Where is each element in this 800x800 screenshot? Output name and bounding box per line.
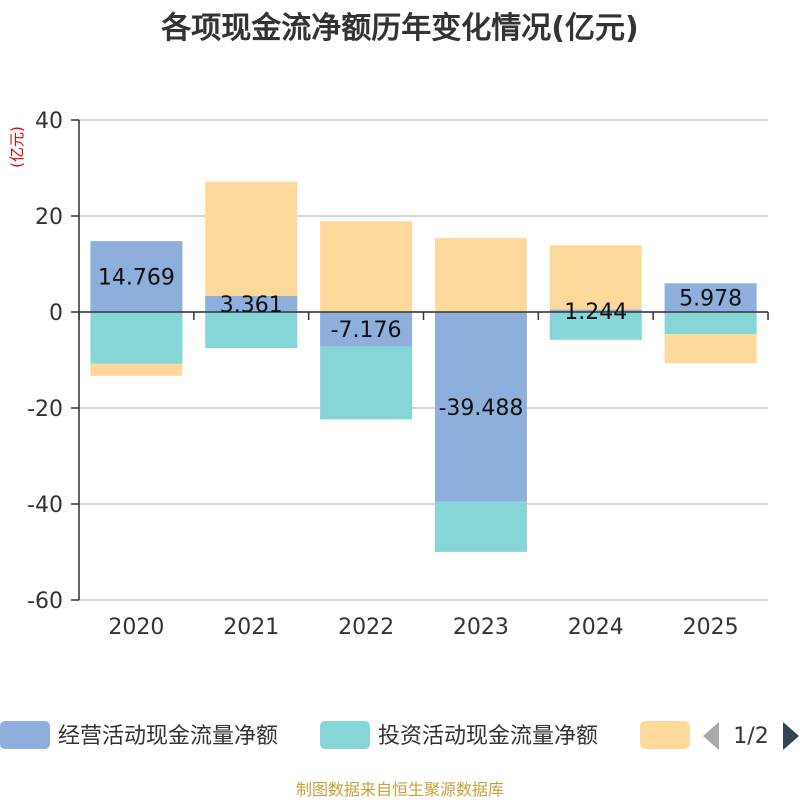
legend-pager: 1/2 — [703, 722, 799, 750]
bars — [90, 181, 757, 552]
bar-series-0[interactable] — [320, 312, 413, 347]
data-label: 1.244 — [564, 300, 627, 325]
y-axis-unit-label: (亿元) — [8, 126, 26, 168]
data-labels: 14.769 3.361 -7.176 -39.488 1.244 5.978 — [98, 266, 742, 421]
x-tick-label: 2025 — [683, 615, 739, 640]
bar-series-1[interactable] — [664, 312, 757, 335]
data-source-note: 制图数据来自恒生聚源数据库 — [296, 780, 504, 799]
y-tick-label: 20 — [35, 205, 63, 230]
bar-series-0[interactable] — [205, 295, 298, 312]
x-tick-label: 2023 — [453, 615, 509, 640]
y-tick-label: 40 — [35, 109, 63, 134]
bar-series-1[interactable] — [205, 312, 298, 348]
chart-title: 各项现金流净额历年变化情况(亿元) — [160, 11, 638, 46]
y-tick-label: -20 — [27, 397, 63, 422]
bar-series-2[interactable] — [90, 363, 183, 376]
bar-series-0[interactable] — [549, 309, 642, 312]
data-label: 14.769 — [98, 266, 175, 291]
bar-series-0[interactable] — [90, 241, 183, 312]
legend: 经营活动现金流量净额 投资活动现金流量净额 — [0, 721, 690, 749]
legend-swatch[interactable] — [0, 721, 50, 749]
legend-next-arrow-icon[interactable] — [783, 722, 799, 750]
legend-swatch[interactable] — [640, 721, 690, 749]
legend-swatch[interactable] — [320, 721, 370, 749]
legend-label[interactable]: 投资活动现金流量净额 — [378, 724, 598, 749]
x-tick-label: 2024 — [568, 615, 624, 640]
legend-page-indicator: 1/2 — [733, 724, 768, 749]
bar-series-2[interactable] — [205, 181, 298, 296]
bar-series-0[interactable] — [664, 283, 757, 312]
data-label: 5.978 — [679, 287, 742, 312]
y-tick-label: -60 — [27, 589, 63, 614]
bar-series-2[interactable] — [320, 221, 413, 312]
data-label: -7.176 — [331, 318, 402, 343]
y-tick-label: -40 — [27, 493, 63, 518]
bar-series-2[interactable] — [549, 245, 642, 310]
legend-label[interactable]: 经营活动现金流量净额 — [58, 724, 278, 749]
bar-series-1[interactable] — [434, 501, 527, 552]
legend-prev-arrow-icon[interactable] — [703, 722, 719, 750]
x-tick-label: 2020 — [108, 615, 164, 640]
x-tick-label: 2021 — [223, 615, 279, 640]
axes: 40 20 0 -20 -40 -60 2020 2021 2022 2023 2024 2025 — [27, 109, 769, 640]
bar-series-2[interactable] — [434, 238, 527, 312]
bar-series-0[interactable] — [434, 312, 527, 502]
data-label: -39.488 — [438, 396, 523, 421]
bar-series-2[interactable] — [664, 334, 757, 364]
data-label: 3.361 — [220, 293, 283, 318]
x-tick-label: 2022 — [338, 615, 394, 640]
bar-series-1[interactable] — [549, 312, 642, 340]
y-tick-label: 0 — [49, 301, 63, 326]
bar-series-1[interactable] — [320, 346, 413, 420]
bar-series-1[interactable] — [90, 312, 183, 364]
